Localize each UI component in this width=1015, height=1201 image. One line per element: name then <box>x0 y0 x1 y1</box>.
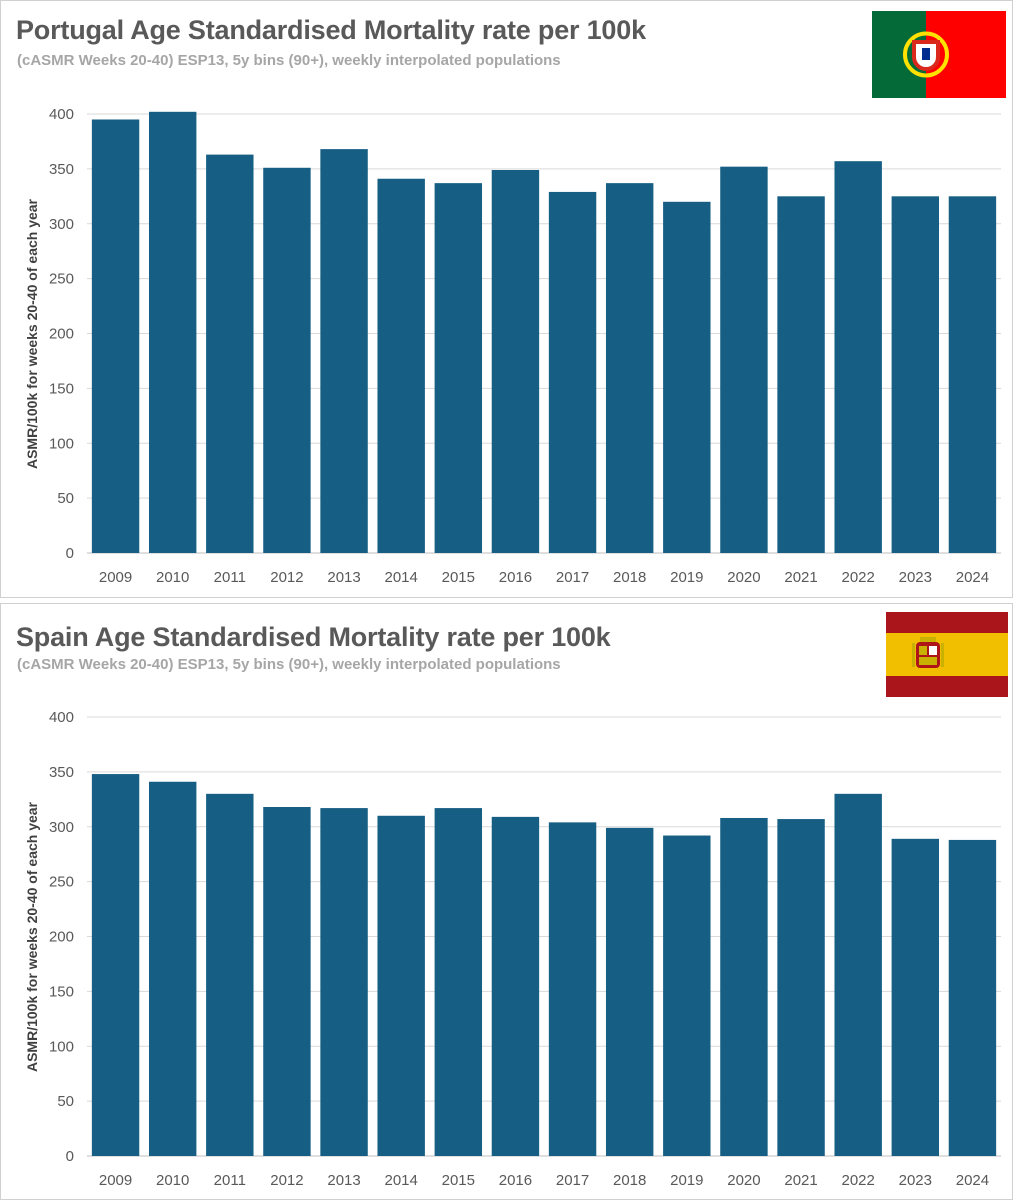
x-tick-label: 2014 <box>385 569 418 586</box>
bar-2017 <box>548 822 597 1156</box>
bar-2023 <box>891 838 940 1156</box>
x-tick-label: 2024 <box>956 569 989 586</box>
bar-2015 <box>434 183 483 553</box>
x-tick-label: 2011 <box>214 1172 246 1189</box>
y-tick-label: 50 <box>57 490 74 507</box>
bar-2019 <box>663 201 711 554</box>
y-tick-label: 100 <box>49 435 74 452</box>
y-tick-label: 150 <box>49 380 74 397</box>
bar-2018 <box>605 827 654 1156</box>
x-tick-label: 2021 <box>784 569 817 586</box>
y-axis-label: ASMR/100k for weeks 20-40 of each year <box>24 198 40 469</box>
x-tick-label: 2020 <box>727 569 760 586</box>
bar-2012 <box>263 806 311 1156</box>
bar-2011 <box>206 154 254 554</box>
x-tick-label: 2018 <box>613 1172 646 1189</box>
bar-2017 <box>548 191 597 554</box>
x-tick-label: 2013 <box>327 1172 360 1189</box>
x-tick-label: 2011 <box>214 569 246 586</box>
y-tick-label: 250 <box>49 874 74 891</box>
x-tick-label: 2023 <box>899 569 932 586</box>
bar-2011 <box>206 793 254 1156</box>
chart-title: Spain Age Standardised Mortality rate pe… <box>16 622 611 652</box>
x-tick-label: 2018 <box>613 569 646 586</box>
x-tick-label: 2015 <box>442 569 475 586</box>
bar-2019 <box>663 835 711 1156</box>
bar-2024 <box>948 196 997 553</box>
x-tick-label: 2015 <box>442 1172 475 1189</box>
y-tick-label: 300 <box>49 216 74 233</box>
x-tick-label: 2014 <box>385 1172 418 1189</box>
x-tick-label: 2022 <box>842 1172 875 1189</box>
bar-2010 <box>148 111 197 554</box>
x-tick-label: 2012 <box>270 1172 303 1189</box>
spain-chart-panel: Spain Age Standardised Mortality rate pe… <box>0 603 1013 1200</box>
x-tick-label: 2009 <box>99 569 132 586</box>
bar-2024 <box>948 839 997 1156</box>
bar-2022 <box>834 161 882 553</box>
bar-2021 <box>777 196 825 553</box>
y-tick-label: 350 <box>49 764 74 781</box>
x-tick-label: 2022 <box>842 569 875 586</box>
bar-2020 <box>720 817 768 1156</box>
portugal-flag-icon <box>872 11 1006 98</box>
chart-title: Portugal Age Standardised Mortality rate… <box>16 15 646 45</box>
chart-subtitle: (cASMR Weeks 20-40) ESP13, 5y bins (90+)… <box>17 656 561 673</box>
y-tick-label: 0 <box>66 1148 74 1165</box>
bar-2012 <box>263 167 311 553</box>
portugal-chart-panel: Portugal Age Standardised Mortality rate… <box>0 0 1013 598</box>
x-tick-label: 2019 <box>670 569 703 586</box>
x-tick-label: 2012 <box>270 569 303 586</box>
x-tick-label: 2010 <box>156 1172 189 1189</box>
x-tick-label: 2023 <box>899 1172 932 1189</box>
x-tick-label: 2009 <box>99 1172 132 1189</box>
bar-2023 <box>891 196 940 553</box>
y-tick-label: 100 <box>49 1038 74 1055</box>
bar-2020 <box>720 166 768 553</box>
bar-2016 <box>491 816 540 1156</box>
x-tick-label: 2017 <box>556 569 589 586</box>
y-tick-label: 50 <box>57 1093 74 1110</box>
bar-2015 <box>434 808 483 1156</box>
bar-2013 <box>320 808 368 1156</box>
x-tick-label: 2017 <box>556 1172 589 1189</box>
x-tick-label: 2020 <box>727 1172 760 1189</box>
bar-2013 <box>320 149 368 553</box>
chart-subtitle: (cASMR Weeks 20-40) ESP13, 5y bins (90+)… <box>17 52 561 69</box>
bar-2021 <box>777 819 825 1156</box>
y-axis-label: ASMR/100k for weeks 20-40 of each year <box>24 801 40 1072</box>
x-tick-label: 2016 <box>499 569 532 586</box>
bar-2022 <box>834 793 882 1156</box>
y-tick-label: 400 <box>49 709 74 726</box>
y-tick-label: 200 <box>49 326 74 343</box>
bar-2018 <box>605 183 654 553</box>
x-tick-label: 2021 <box>784 1172 817 1189</box>
x-tick-label: 2010 <box>156 569 189 586</box>
spain-bar-chart: 0 50 100 150 200 250 300 350 400 2009 2010 2011 2012… <box>24 709 1001 1189</box>
bar-2009 <box>91 119 140 554</box>
y-tick-label: 350 <box>49 161 74 178</box>
portugal-bar-chart: 0 50 100 150 200 250 300 350 400 2009 2010 2011 2012… <box>24 106 1001 586</box>
y-tick-label: 200 <box>49 929 74 946</box>
y-tick-label: 400 <box>49 106 74 123</box>
x-tick-label: 2019 <box>670 1172 703 1189</box>
bar-2010 <box>148 781 197 1156</box>
y-tick-label: 0 <box>66 545 74 562</box>
y-tick-label: 250 <box>49 271 74 288</box>
y-tick-label: 300 <box>49 819 74 836</box>
bar-2016 <box>491 169 540 553</box>
bar-2014 <box>377 178 425 553</box>
x-tick-label: 2013 <box>327 569 360 586</box>
bar-2014 <box>377 815 425 1156</box>
y-tick-label: 150 <box>49 983 74 1000</box>
spain-flag-icon <box>886 612 1008 697</box>
bar-2009 <box>91 774 140 1156</box>
x-tick-label: 2016 <box>499 1172 532 1189</box>
x-tick-label: 2024 <box>956 1172 989 1189</box>
